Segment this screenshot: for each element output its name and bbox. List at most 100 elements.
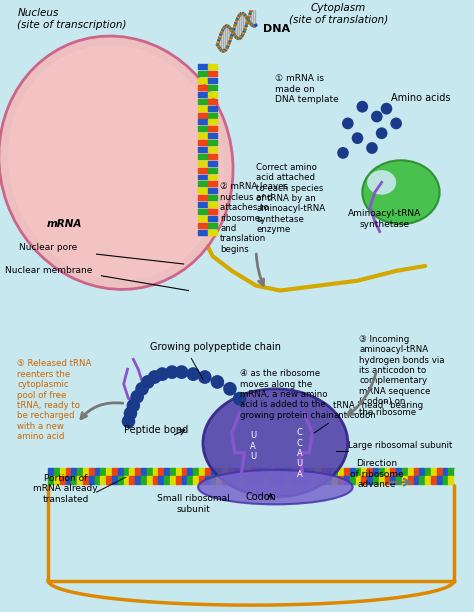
Bar bbox=[361, 468, 366, 476]
Bar bbox=[198, 202, 208, 207]
Ellipse shape bbox=[362, 160, 439, 224]
Bar bbox=[77, 476, 82, 484]
Bar bbox=[129, 468, 134, 476]
Ellipse shape bbox=[0, 36, 233, 289]
Bar bbox=[60, 476, 65, 484]
Bar bbox=[257, 468, 262, 476]
Bar bbox=[198, 106, 208, 111]
Circle shape bbox=[122, 414, 135, 428]
Bar bbox=[425, 468, 430, 476]
Bar bbox=[274, 468, 279, 476]
Bar bbox=[437, 476, 442, 484]
Bar bbox=[198, 223, 208, 228]
Bar bbox=[384, 476, 389, 484]
Bar bbox=[100, 476, 105, 484]
Bar bbox=[208, 202, 218, 207]
Bar bbox=[350, 468, 355, 476]
Bar bbox=[198, 126, 208, 132]
Bar bbox=[413, 476, 419, 484]
Bar bbox=[198, 113, 208, 118]
Bar bbox=[66, 468, 71, 476]
Bar bbox=[208, 161, 218, 166]
Bar bbox=[164, 468, 169, 476]
Bar bbox=[222, 476, 227, 484]
Circle shape bbox=[148, 370, 161, 384]
Bar bbox=[448, 476, 453, 484]
Circle shape bbox=[342, 118, 354, 129]
Text: ① mRNA is
made on
DNA template: ① mRNA is made on DNA template bbox=[275, 74, 339, 104]
Circle shape bbox=[366, 142, 378, 154]
Bar bbox=[205, 476, 210, 484]
Bar bbox=[153, 468, 157, 476]
Text: ③ Incoming
aminoacyl-tRNA
hydrogen bonds via
its anticodon to
complementary
mRNA: ③ Incoming aminoacyl-tRNA hydrogen bonds… bbox=[359, 335, 445, 417]
Bar bbox=[208, 223, 218, 228]
Bar bbox=[198, 188, 208, 193]
Bar bbox=[158, 468, 163, 476]
Bar bbox=[198, 99, 208, 104]
Bar bbox=[344, 468, 349, 476]
Bar bbox=[373, 476, 378, 484]
Text: Aminoacyl-tRNA
synthetase: Aminoacyl-tRNA synthetase bbox=[348, 209, 421, 229]
Text: Nucleus
(site of transcription): Nucleus (site of transcription) bbox=[18, 9, 127, 30]
Text: ② mRNA leaves
nucleus and
attaches to
ribosome,
and
translation
begins: ② mRNA leaves nucleus and attaches to ri… bbox=[220, 182, 288, 254]
Bar bbox=[182, 468, 186, 476]
Bar bbox=[246, 476, 250, 484]
Circle shape bbox=[356, 101, 368, 113]
Bar bbox=[135, 476, 140, 484]
Bar bbox=[257, 476, 262, 484]
Bar bbox=[198, 140, 208, 145]
Bar bbox=[199, 468, 204, 476]
Bar bbox=[60, 468, 65, 476]
Bar bbox=[280, 468, 285, 476]
Bar bbox=[298, 476, 302, 484]
Bar bbox=[361, 476, 366, 484]
Bar bbox=[208, 133, 218, 138]
Bar bbox=[338, 476, 343, 484]
Bar bbox=[356, 476, 360, 484]
Bar bbox=[263, 468, 268, 476]
Text: mRNA: mRNA bbox=[46, 218, 82, 229]
Bar bbox=[208, 78, 218, 83]
Bar bbox=[198, 230, 208, 234]
Bar bbox=[208, 230, 218, 234]
Bar bbox=[198, 161, 208, 166]
Text: Growing polypeptide chain: Growing polypeptide chain bbox=[150, 341, 281, 351]
Bar bbox=[298, 468, 302, 476]
Bar bbox=[208, 113, 218, 118]
Bar bbox=[205, 468, 210, 476]
Bar bbox=[83, 468, 88, 476]
Circle shape bbox=[165, 365, 179, 379]
Bar bbox=[193, 476, 198, 484]
Bar bbox=[443, 468, 447, 476]
Bar bbox=[193, 468, 198, 476]
Bar bbox=[208, 119, 218, 124]
Bar bbox=[135, 468, 140, 476]
Bar bbox=[443, 476, 447, 484]
Bar bbox=[396, 476, 401, 484]
Bar bbox=[48, 476, 53, 484]
Bar bbox=[199, 476, 204, 484]
Text: Nuclear pore: Nuclear pore bbox=[19, 243, 78, 252]
Bar bbox=[118, 476, 123, 484]
Bar bbox=[208, 147, 218, 152]
Bar bbox=[198, 168, 208, 173]
Text: Codon: Codon bbox=[246, 492, 276, 502]
Bar bbox=[198, 119, 208, 124]
Bar bbox=[367, 476, 372, 484]
Bar bbox=[217, 476, 221, 484]
Bar bbox=[147, 476, 152, 484]
Bar bbox=[332, 468, 337, 476]
Bar bbox=[208, 140, 218, 145]
Ellipse shape bbox=[203, 389, 348, 497]
Bar bbox=[124, 468, 128, 476]
Bar bbox=[112, 476, 117, 484]
Bar bbox=[391, 476, 395, 484]
Bar bbox=[234, 468, 238, 476]
Bar bbox=[408, 476, 412, 484]
Bar bbox=[309, 468, 314, 476]
Text: Large ribosomal subunit: Large ribosomal subunit bbox=[348, 441, 452, 450]
Bar bbox=[48, 468, 53, 476]
Text: Peptide bond: Peptide bond bbox=[124, 425, 189, 435]
Circle shape bbox=[127, 398, 140, 412]
Bar bbox=[176, 476, 181, 484]
